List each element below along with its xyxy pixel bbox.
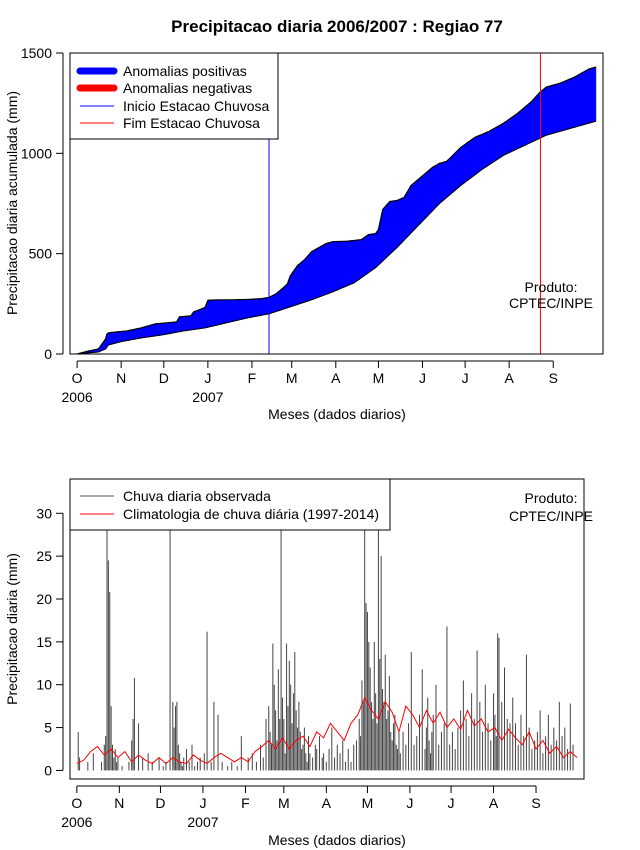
legend-label-end: Fim Estacao Chuvosa [123, 115, 260, 131]
y-tick-label: 30 [36, 505, 52, 521]
x-axis-label: Meses (dados diarios) [268, 406, 406, 422]
y-tick-label: 1000 [21, 145, 52, 161]
x-tick-label: J [204, 370, 211, 386]
plot-frame [69, 52, 604, 355]
climatology-line [76, 696, 578, 765]
x-tick-label: N [114, 795, 124, 811]
x-tick-label: D [155, 795, 165, 811]
x-axis-label: Meses (dados diarios) [268, 832, 406, 848]
legend-label-positive: Anomalias positivas [123, 63, 247, 79]
product-label: Produto: [525, 490, 578, 506]
x-tick-label: S [549, 370, 558, 386]
x-axis: O N D J F M A M J J A S 2006 2007 [61, 785, 541, 830]
daily-precipitation-panel: O N D J F M A M J J A S 2006 2007 0 5 10 15 20 25 30 Meses … [4, 478, 593, 848]
x-tick-label: O [71, 795, 82, 811]
cumulative-precipitation-panel: Precipitacao diaria 2006/2007 : Regiao 7… [4, 17, 604, 422]
y-axis-label: Precipitacao diaria (mm) [4, 553, 20, 705]
x-tick-label: F [248, 370, 257, 386]
x-tick-label: A [331, 370, 341, 386]
x-tick-label: A [505, 370, 515, 386]
product-source: CPTEC/INPE [509, 508, 593, 524]
x-tick-label: M [373, 370, 385, 386]
x-tick-label: J [199, 795, 206, 811]
y-tick-label: 15 [36, 634, 52, 650]
y-tick-label: 5 [44, 720, 52, 736]
product-source: CPTEC/INPE [509, 295, 593, 311]
y-axis-label: Precipitacao diaria acumulada (mm) [4, 91, 20, 315]
daily-plot-area [76, 521, 578, 771]
year-label: 2007 [192, 389, 223, 405]
x-tick-label: M [278, 795, 290, 811]
x-tick-label: N [116, 370, 126, 386]
legend-box [69, 478, 391, 531]
x-tick-label: D [159, 370, 169, 386]
x-tick-label: J [448, 795, 455, 811]
observed-cumulative-line [76, 66, 597, 355]
x-tick-label: M [362, 795, 374, 811]
legend-label-start: Inicio Estacao Chuvosa [123, 98, 270, 114]
y-tick-label: 0 [44, 762, 52, 778]
year-label: 2006 [62, 389, 93, 405]
legend-label-climatology: Climatologia de chuva diária (1997-2014) [123, 506, 379, 522]
y-tick-label: 1500 [21, 45, 52, 61]
legend: Chuva diaria observada Climatologia de c… [69, 478, 391, 531]
x-tick-label: A [489, 795, 499, 811]
year-label: 2006 [61, 814, 92, 830]
y-tick-label: 500 [29, 246, 53, 262]
legend-label-observed: Chuva diaria observada [123, 488, 271, 504]
x-tick-label: S [531, 795, 540, 811]
y-tick-label: 10 [36, 677, 52, 693]
year-label: 2007 [187, 814, 218, 830]
x-tick-label: A [322, 795, 332, 811]
x-tick-label: M [286, 370, 298, 386]
x-tick-label: O [72, 370, 83, 386]
legend-box [69, 52, 279, 140]
x-tick-label: F [241, 795, 250, 811]
y-tick-label: 0 [44, 346, 52, 362]
y-axis: 0 500 1000 1500 [21, 45, 64, 362]
x-tick-label: J [462, 370, 469, 386]
x-tick-label: J [419, 370, 426, 386]
x-tick-label: J [406, 795, 413, 811]
chart-title: Precipitacao diaria 2006/2007 : Regiao 7… [171, 17, 503, 36]
y-axis: 0 5 10 15 20 25 30 [36, 505, 64, 778]
product-label: Produto: [525, 279, 578, 295]
x-axis: O N D J F M A M J J A S 2006 2007 [62, 360, 558, 405]
legend: Anomalias positivas Anomalias negativas … [69, 52, 279, 140]
y-tick-label: 25 [36, 548, 52, 564]
climatology-cumulative-line [77, 120, 597, 355]
y-tick-label: 20 [36, 591, 52, 607]
legend-label-negative: Anomalias negativas [123, 80, 252, 96]
